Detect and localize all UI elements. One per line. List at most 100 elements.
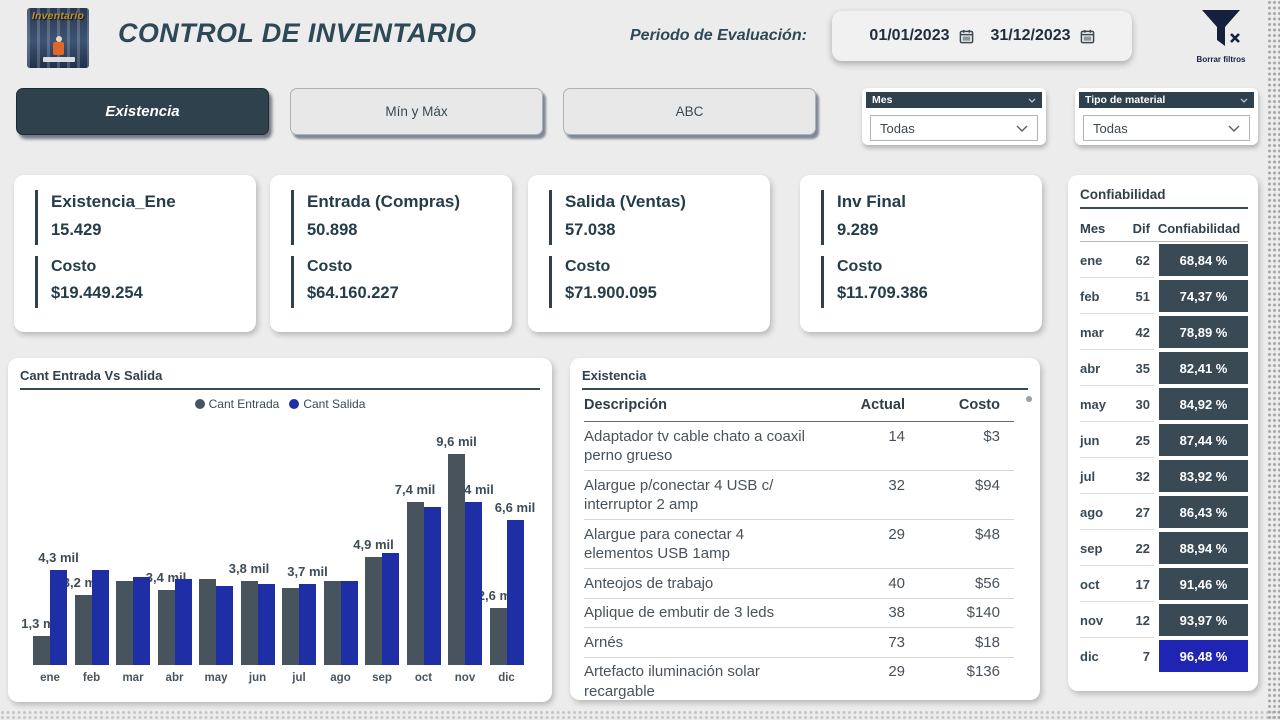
bar-cant-salida-jun[interactable] [257,584,275,665]
bar-cant-entrada-feb[interactable] [74,595,92,665]
kpi-cost-label: Costo [565,258,611,275]
tab-label: ABC [675,104,704,119]
x-axis-label-jul: jul [292,672,306,684]
bar-cant-salida-dic[interactable] [506,520,524,665]
cell-dif: 30 [1135,396,1150,412]
bar-cant-entrada-jun[interactable] [240,581,258,665]
column-header-confiabilidad[interactable]: Confiabilidad [1157,221,1241,236]
confiabilidad-row-jun[interactable]: jun 25 87,44 % [1080,422,1248,458]
confiabilidad-row-sep[interactable]: sep 22 88,94 % [1080,530,1248,566]
bar-cant-entrada-may[interactable] [199,579,216,665]
kpi-cost-block: Costo $19.449.254 [35,256,246,308]
clear-filters-button[interactable]: Borrar filtros [1185,8,1257,64]
slicer-tipo-dropdown[interactable]: Todas [1083,115,1250,141]
cell-costo: $56 [974,574,1000,592]
cell-costo: $48 [974,525,1000,543]
bar-cant-salida-abr[interactable] [174,579,192,665]
bar-cant-entrada-abr[interactable] [157,590,175,665]
cell-mes: jul [1080,468,1096,484]
x-axis-label-nov: nov [454,672,476,684]
page-title: CONTROL DE INVENTARIO [118,18,477,48]
confiabilidad-row-nov[interactable]: nov 12 93,97 % [1080,602,1248,638]
kpi-value: 50.898 [307,221,358,239]
calendar-icon[interactable] [1080,29,1095,44]
cell-confiabilidad: 88,94 % [1159,532,1248,564]
x-axis-label-jun: jun [248,672,267,684]
table-row[interactable]: Alargue p/conectar 4 USB c/ interruptor … [584,471,1014,520]
bar-cant-entrada-ago[interactable] [323,581,341,665]
date-start-field[interactable]: 01/01/2023 [869,27,950,44]
page-edge-dots-right [1267,0,1280,720]
cell-costo: $3 [983,427,1000,445]
kpi-cost-label: Costo [51,258,97,275]
bar-cant-entrada-ene[interactable] [33,636,50,665]
bar-cant-salida-oct[interactable] [423,507,441,665]
column-header-dif[interactable]: Dif [1132,221,1150,236]
bar-cant-salida-nov[interactable] [465,502,482,665]
legend-item-cant-salida[interactable]: Cant Salida [289,397,365,411]
cell-dif: 7 [1142,648,1150,664]
cell-mes: nov [1080,612,1104,628]
column-header-descripcion[interactable]: Descripción [584,397,667,413]
confiabilidad-row-may[interactable]: may 30 84,92 % [1080,386,1248,422]
bar-cant-salida-may[interactable] [216,586,233,665]
confiabilidad-row-abr[interactable]: abr 35 82,41 % [1080,350,1248,386]
x-axis-label-ago: ago [330,672,351,684]
table-row[interactable]: Artefacto iluminación solar recargable 29… [584,658,1014,701]
bar-cant-entrada-oct[interactable] [406,502,424,665]
column-header-actual[interactable]: Actual [860,397,905,413]
cell-mes: ago [1080,504,1104,520]
table-row[interactable]: Alargue para conectar 4 elementos USB 1a… [584,520,1014,569]
confiabilidad-row-ene[interactable]: ene 62 68,84 % [1080,242,1248,278]
bar-cant-salida-sep[interactable] [382,553,399,665]
date-end-field[interactable]: 31/12/2023 [990,27,1071,44]
confiabilidad-row-dic[interactable]: dic 7 96,48 % [1080,638,1248,674]
confiabilidad-row-oct[interactable]: oct 17 91,46 % [1080,566,1248,602]
bar-cant-entrada-sep[interactable] [365,557,382,665]
cell-confiabilidad: 84,92 % [1159,388,1248,420]
logo-worker-vest [53,42,64,55]
bar-cant-salida-mar[interactable] [133,577,150,665]
confiabilidad-row-jul[interactable]: jul 32 83,92 % [1080,458,1248,494]
column-header-costo[interactable]: Costo [958,397,1000,413]
x-axis-label-ene: ene [40,672,60,684]
bar-cant-salida-feb[interactable] [91,570,109,665]
bar-cant-entrada-dic[interactable] [489,608,507,665]
tab-existencia[interactable]: Existencia [16,88,269,135]
bar-cant-salida-ago[interactable] [340,581,358,665]
chevron-down-icon [1016,125,1028,132]
x-axis-label-mar: mar [122,672,144,684]
kpi-cost-value: $19.449.254 [51,284,143,302]
table-row[interactable]: Arnés 73 $18 [584,628,1014,658]
cell-confiabilidad: 93,97 % [1159,604,1248,636]
chart-legend: Cant Entrada Cant Salida [8,397,552,411]
cell-actual: 32 [888,476,905,494]
column-header-mes[interactable]: Mes [1080,221,1106,236]
kpi-card-entrada-compras: Entrada (Compras) 50.898 Costo $64.160.2… [270,175,512,332]
bar-value-label: 4,9 mil [353,537,394,552]
confiabilidad-header-row: Mes Dif Confiabilidad [1080,221,1248,236]
x-axis-label-may: may [204,672,228,684]
calendar-icon[interactable] [959,29,974,44]
slicer-mes-dropdown[interactable]: Todas [870,115,1038,141]
bar-cant-entrada-jul[interactable] [282,588,299,665]
tab-abc[interactable]: ABC [563,88,816,135]
scrollbar-thumb[interactable] [1026,396,1032,402]
cell-mes: mar [1080,324,1104,340]
legend-item-cant-entrada[interactable]: Cant Entrada [194,397,279,411]
bar-cant-salida-jul[interactable] [299,584,316,665]
confiabilidad-row-ago[interactable]: ago 27 86,43 % [1080,494,1248,530]
cell-descripcion: Arnés [584,633,624,651]
logo-worker-figure [56,36,62,42]
bar-cant-entrada-mar[interactable] [116,581,133,665]
slicer-title: Mes [872,94,893,106]
bar-cant-entrada-nov[interactable] [448,454,465,665]
table-row[interactable]: Aplique de embutir de 3 leds 38 $140 [584,599,1014,628]
tab-min-y-max[interactable]: Mín y Máx [290,88,543,135]
table-row[interactable]: Anteojos de trabajo 40 $56 [584,569,1014,599]
bar-cant-salida-ene[interactable] [50,570,67,665]
table-row[interactable]: Adaptador tv cable chato a coaxil perno … [584,422,1014,471]
confiabilidad-row-mar[interactable]: mar 42 78,89 % [1080,314,1248,350]
tab-label: Existencia [105,103,180,120]
confiabilidad-row-feb[interactable]: feb 51 74,37 % [1080,278,1248,314]
